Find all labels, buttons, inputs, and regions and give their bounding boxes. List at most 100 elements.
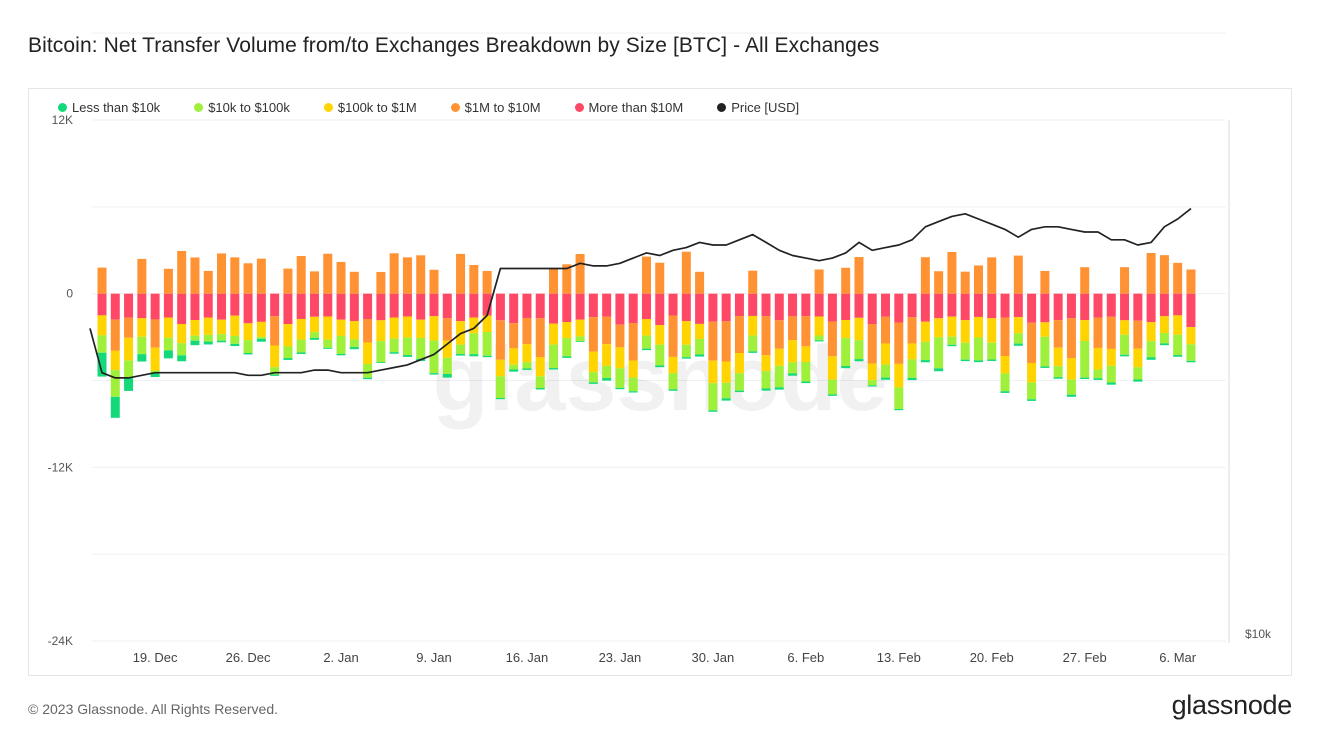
bar-segment-less-than-10k bbox=[150, 372, 160, 378]
bar-segment--1m-to-10m bbox=[1106, 316, 1116, 349]
bar-segment-more-than-10m bbox=[973, 293, 983, 317]
legend-item-1m-to-10m[interactable]: $1M to $10M bbox=[450, 100, 541, 115]
bar-segment--10k-to-100k bbox=[681, 344, 691, 358]
x-tick-label: 27. Feb bbox=[1063, 650, 1107, 665]
bar-segment-less-than-10k bbox=[1173, 355, 1183, 357]
bar-segment--10k-to-100k bbox=[456, 344, 466, 355]
legend-dot-more-than-10m bbox=[574, 103, 584, 112]
legend-item-less-than-10k[interactable]: Less than $10k bbox=[58, 100, 160, 115]
bar-segment-less-than-10k bbox=[934, 368, 944, 372]
price-line bbox=[89, 207, 1192, 379]
bar-segment-more-than-10m bbox=[602, 293, 612, 317]
legend-label-price: Price [USD] bbox=[731, 100, 800, 115]
bar-segment--10k-to-100k bbox=[1066, 379, 1076, 395]
bar-segment--1m-to-10m bbox=[203, 270, 213, 294]
bar-segment--100k-to-1m bbox=[827, 356, 837, 380]
legend-item-price[interactable]: Price [USD] bbox=[717, 100, 799, 115]
bar-segment-less-than-10k bbox=[349, 347, 359, 350]
bar-segment--1m-to-10m bbox=[230, 257, 240, 294]
x-tick-label: 6. Mar bbox=[1159, 650, 1197, 665]
bar-segment-less-than-10k bbox=[841, 366, 851, 369]
bar-segment--100k-to-1m bbox=[110, 350, 120, 371]
bar-segment--100k-to-1m bbox=[841, 320, 851, 339]
bar-segment-less-than-10k bbox=[1120, 354, 1130, 357]
bar-segment-more-than-10m bbox=[960, 293, 970, 321]
bar-segment--1m-to-10m bbox=[588, 317, 598, 352]
bar-segment-more-than-10m bbox=[309, 293, 319, 317]
bar-segment--1m-to-10m bbox=[309, 271, 319, 294]
bar-segment-less-than-10k bbox=[827, 394, 837, 396]
bar-segment-less-than-10k bbox=[442, 373, 452, 378]
bar-segment--100k-to-1m bbox=[695, 323, 705, 339]
bar-segment--10k-to-100k bbox=[1093, 369, 1103, 379]
bar-segment-more-than-10m bbox=[854, 293, 864, 318]
bar-segment--1m-to-10m bbox=[349, 271, 359, 294]
bar-segment--1m-to-10m bbox=[402, 257, 412, 294]
bar-segment--100k-to-1m bbox=[1040, 322, 1050, 337]
bar-segment--1m-to-10m bbox=[482, 270, 492, 294]
x-tick-label: 19. Dec bbox=[133, 650, 178, 665]
bar-segment-less-than-10k bbox=[761, 388, 771, 391]
bar-segment-more-than-10m bbox=[867, 293, 877, 325]
bar-segment--10k-to-100k bbox=[721, 382, 731, 399]
bar-segment--1m-to-10m bbox=[615, 324, 625, 348]
bar-segment--1m-to-10m bbox=[495, 320, 505, 360]
legend-item-10k-to-100k[interactable]: $10k to $100k bbox=[194, 100, 290, 115]
bar-segment-less-than-10k bbox=[217, 340, 227, 343]
bar-segment-less-than-10k bbox=[309, 337, 319, 340]
bar-segment-more-than-10m bbox=[137, 293, 147, 319]
bar-segment--100k-to-1m bbox=[230, 315, 240, 336]
bar-segment--10k-to-100k bbox=[429, 340, 439, 374]
bar-segment--100k-to-1m bbox=[323, 316, 333, 340]
bar-segment--10k-to-100k bbox=[960, 342, 970, 360]
bar-segment-more-than-10m bbox=[562, 293, 572, 323]
bar-segment--10k-to-100k bbox=[801, 361, 811, 382]
bar-segment-more-than-10m bbox=[708, 293, 718, 322]
bar-segment-less-than-10k bbox=[801, 381, 811, 384]
bar-segment--100k-to-1m bbox=[349, 321, 359, 340]
bar-segment--100k-to-1m bbox=[336, 319, 346, 336]
bar-segment--1m-to-10m bbox=[163, 268, 173, 294]
bar-segment-less-than-10k bbox=[1093, 378, 1103, 380]
bar-segment--10k-to-100k bbox=[469, 333, 479, 355]
bar-segment--10k-to-100k bbox=[389, 338, 399, 353]
x-tick-label: 2. Jan bbox=[323, 650, 358, 665]
bar-segment--10k-to-100k bbox=[1146, 341, 1156, 358]
bar-segment-less-than-10k bbox=[562, 356, 572, 358]
bar-segment--100k-to-1m bbox=[495, 359, 505, 377]
y-tick-label: -12K bbox=[48, 460, 73, 474]
bar-segment-more-than-10m bbox=[495, 293, 505, 321]
bar-segment--1m-to-10m bbox=[708, 321, 718, 361]
bar-segment--100k-to-1m bbox=[934, 318, 944, 338]
bar-segment-less-than-10k bbox=[907, 377, 917, 381]
bar-segment--100k-to-1m bbox=[416, 319, 426, 338]
bar-segment--100k-to-1m bbox=[788, 340, 798, 363]
bar-segment-more-than-10m bbox=[1053, 293, 1063, 321]
legend-label-1m-to-10m: $1M to $10M bbox=[464, 100, 541, 115]
y-tick-label: 12K bbox=[52, 113, 73, 127]
legend-label-less-than-10k: Less than $10k bbox=[72, 100, 161, 115]
bar-segment--10k-to-100k bbox=[854, 340, 864, 360]
bar-segment--100k-to-1m bbox=[203, 317, 213, 335]
bar-segment-more-than-10m bbox=[655, 293, 665, 326]
bar-segment--1m-to-10m bbox=[243, 263, 253, 294]
bar-segment--10k-to-100k bbox=[230, 335, 240, 344]
bar-segment-more-than-10m bbox=[323, 293, 333, 317]
bar-segment-more-than-10m bbox=[1186, 293, 1196, 328]
legend-dot-100k-to-1m bbox=[323, 103, 333, 112]
bar-segment-more-than-10m bbox=[934, 293, 944, 319]
bar-segment-less-than-10k bbox=[734, 390, 744, 393]
bar-segment--10k-to-100k bbox=[482, 332, 492, 356]
x-tick-label: 6. Feb bbox=[787, 650, 824, 665]
bar-segment--1m-to-10m bbox=[363, 318, 373, 343]
bar-segment-less-than-10k bbox=[535, 388, 545, 390]
legend-label-100k-to-1m: $100k to $1M bbox=[337, 100, 417, 115]
bar-segment--10k-to-100k bbox=[1186, 344, 1196, 361]
legend-item-100k-to-1m[interactable]: $100k to $1M bbox=[323, 100, 417, 115]
bar-segment--1m-to-10m bbox=[907, 317, 917, 344]
bar-segment--100k-to-1m bbox=[243, 323, 253, 341]
x-tick-label: 30. Jan bbox=[692, 650, 735, 665]
bar-segment--100k-to-1m bbox=[947, 316, 957, 337]
bar-segment--1m-to-10m bbox=[1000, 317, 1010, 357]
legend-item-more-than-10m[interactable]: More than $10M bbox=[574, 100, 683, 115]
